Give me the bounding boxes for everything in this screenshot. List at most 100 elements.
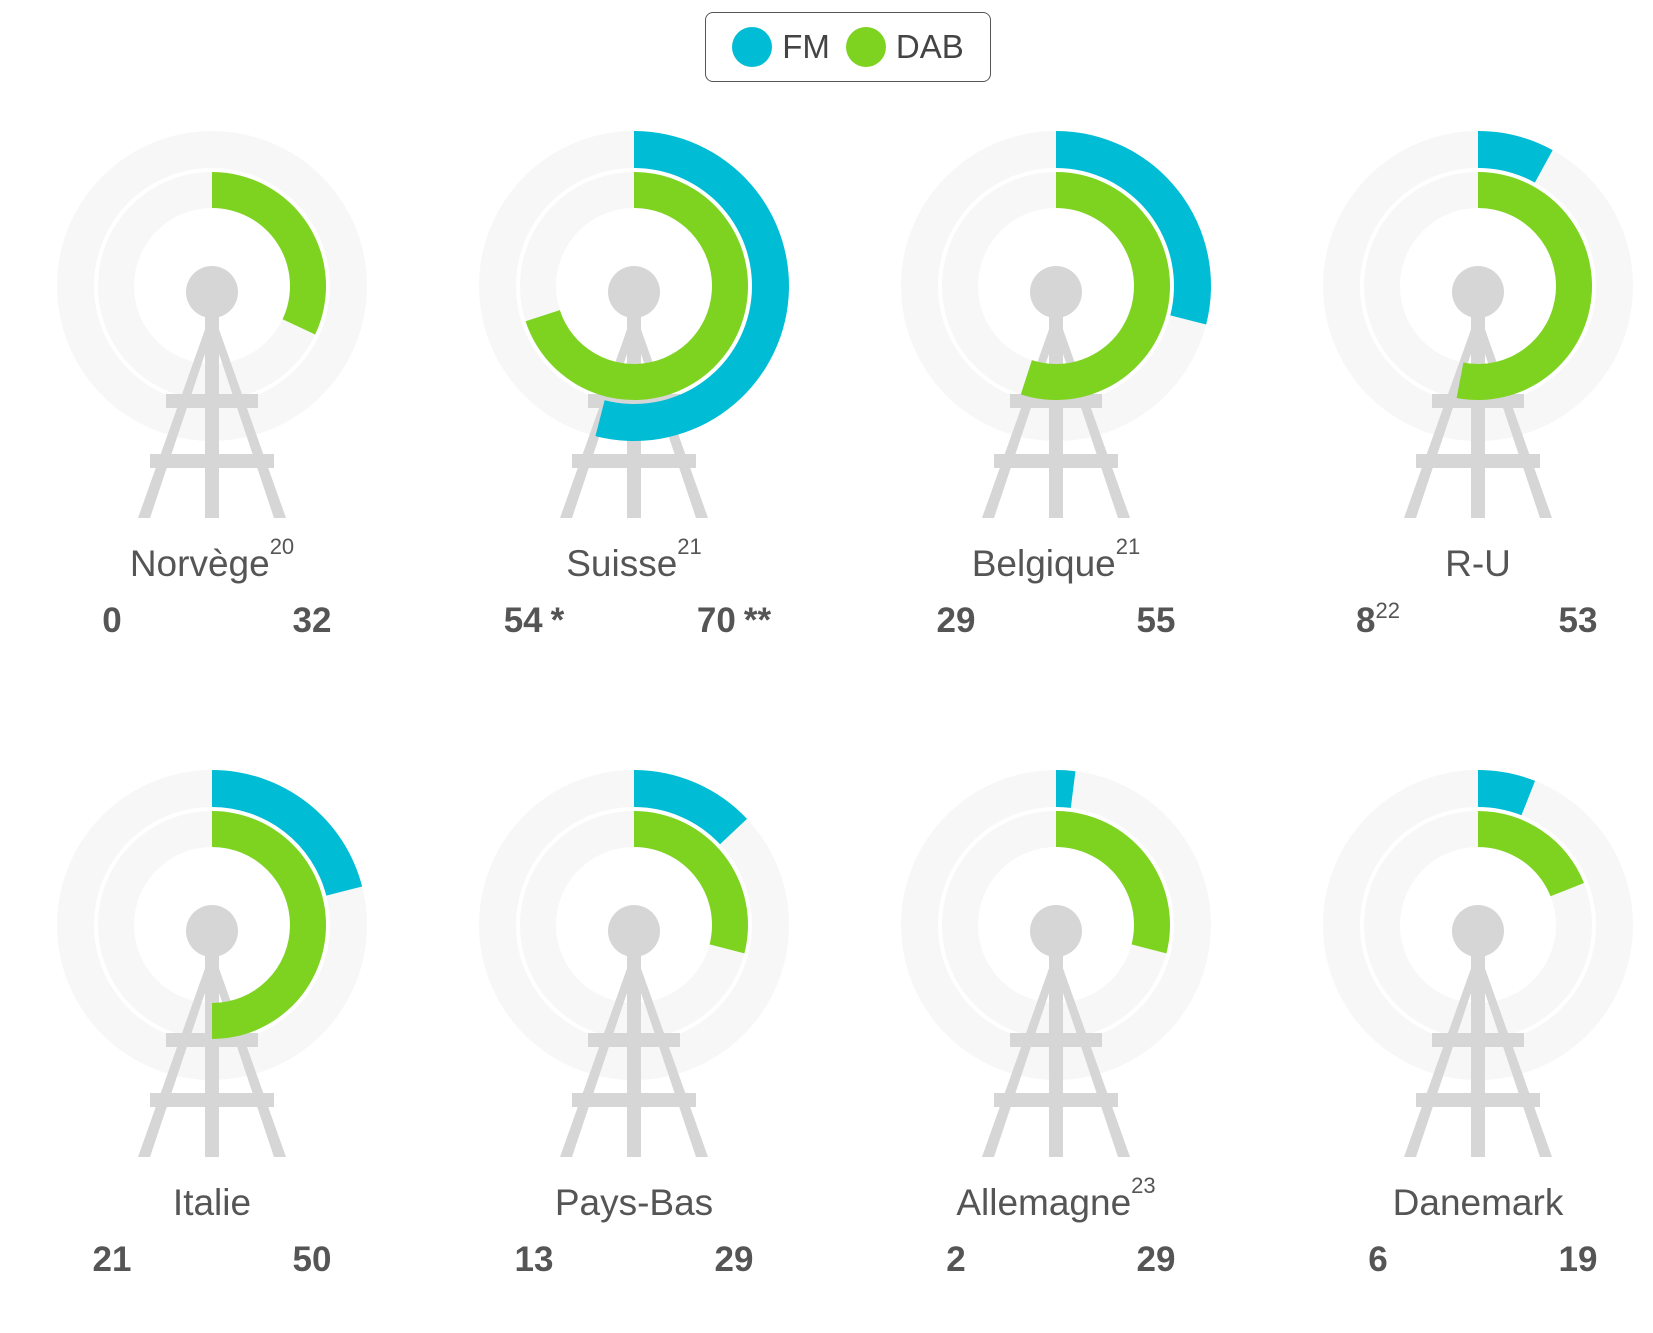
tower-crossbar [588, 1033, 680, 1047]
fm-arc [1478, 131, 1553, 183]
tower-leg-right [1052, 960, 1130, 1157]
country-name-text: Belgique [972, 543, 1116, 584]
dab-arc [525, 172, 748, 400]
tower-crossbar [572, 1093, 696, 1107]
fm-value: 8 [1356, 601, 1375, 640]
fm-value-label: 13 [515, 1240, 554, 1279]
radio-tower-icon [138, 266, 286, 518]
dab-value-label: 50 [293, 1240, 332, 1279]
dab-arc [1478, 811, 1584, 897]
dab-value-label: 53 [1559, 601, 1598, 640]
country-name: Italie [173, 1182, 251, 1223]
country-name: Danemark [1393, 1182, 1564, 1223]
fm-value: 21 [93, 1240, 132, 1279]
tower-head [1030, 266, 1082, 318]
tower-leg-left [138, 960, 216, 1157]
tower-mast [205, 316, 219, 518]
tower-crossbar [1010, 1033, 1102, 1047]
dab-arc [1456, 172, 1592, 400]
country-name: R-U [1445, 543, 1511, 584]
fm-value: 13 [515, 1240, 554, 1279]
fm-marker: * [551, 601, 565, 640]
legend-item-dab: DAB [845, 27, 964, 67]
country-name: Norvège20 [130, 534, 294, 584]
country-name-text: Italie [173, 1182, 251, 1223]
dab-value: 32 [293, 601, 332, 640]
dab-arc [1056, 811, 1171, 954]
tower-mast [627, 955, 641, 1157]
tower-crossbar [150, 1093, 274, 1107]
fm-value-label: 822 [1356, 598, 1400, 640]
country-name-text: Pays-Bas [555, 1182, 713, 1223]
tower-head [1452, 266, 1504, 318]
tower-head [1030, 905, 1082, 957]
fm-value: 54 [504, 601, 543, 640]
dab-value-label: 29 [1137, 1240, 1176, 1279]
fm-value-label: 6 [1368, 1240, 1387, 1279]
dab-value: 70 [697, 601, 736, 640]
fm-value: 6 [1368, 1240, 1387, 1279]
tower-crossbar [166, 394, 258, 408]
legend-label-fm: FM [782, 28, 830, 65]
dab-value: 55 [1137, 601, 1176, 640]
dab-value-label: 55 [1137, 601, 1176, 640]
dab-marker: ** [744, 601, 772, 640]
fm-arc [1056, 770, 1076, 808]
dab-value: 29 [1137, 1240, 1176, 1279]
fm-marker: 22 [1375, 598, 1399, 623]
country-name-text: Norvège [130, 543, 270, 584]
fm-value: 29 [937, 601, 976, 640]
tower-mast [205, 955, 219, 1157]
tower-mast [1471, 316, 1485, 518]
tower-head [608, 905, 660, 957]
dab-arc [212, 172, 326, 335]
fm-value-label: 54 * [504, 601, 565, 640]
tower-leg-left [982, 960, 1060, 1157]
dab-arc [634, 811, 748, 954]
dab-arc [1020, 172, 1170, 400]
tower-leg-left [1404, 960, 1482, 1157]
tower-crossbar [1432, 1033, 1524, 1047]
tower-leg-left [138, 321, 216, 518]
fm-arc [1056, 131, 1211, 325]
tower-crossbar [994, 454, 1118, 468]
country-chart-r-u: R-U 822 53 [1323, 131, 1633, 640]
legend-label-dab: DAB [895, 28, 964, 65]
tower-mast [1471, 955, 1485, 1157]
tower-crossbar [150, 454, 274, 468]
fm-arc [1478, 770, 1536, 816]
country-name-text: Suisse [566, 543, 677, 584]
country-chart-allemagne: Allemagne23 2 29 [901, 770, 1211, 1279]
country-footnote: 23 [1131, 1173, 1155, 1198]
fm-value-label: 0 [102, 601, 121, 640]
dab-value-label: 32 [293, 601, 332, 640]
fm-value-label: 29 [937, 601, 976, 640]
fm-value-label: 2 [946, 1240, 965, 1279]
country-name-text: Allemagne [956, 1182, 1131, 1223]
dab-value: 29 [715, 1240, 754, 1279]
country-name: Allemagne23 [956, 1173, 1155, 1223]
country-chart-belgique: Belgique21 29 55 [901, 131, 1211, 640]
country-name-text: Danemark [1393, 1182, 1564, 1223]
country-footnote: 21 [677, 534, 701, 559]
tower-mast [1049, 955, 1063, 1157]
fm-arc [634, 770, 747, 845]
legend-item-fm: FM [732, 27, 830, 67]
fm-arc [212, 770, 363, 896]
fm-value: 0 [102, 601, 121, 640]
dab-value: 53 [1559, 601, 1598, 640]
tower-leg-right [1474, 960, 1552, 1157]
tower-crossbar [994, 1093, 1118, 1107]
country-name: Suisse21 [566, 534, 702, 584]
radio-tower-icon [1404, 905, 1552, 1157]
tower-leg-right [208, 321, 286, 518]
fm-value: 2 [946, 1240, 965, 1279]
legend: FM DAB [705, 12, 991, 82]
country-name: Belgique21 [972, 534, 1141, 584]
tower-head [1452, 905, 1504, 957]
tower-crossbar [1416, 1093, 1540, 1107]
